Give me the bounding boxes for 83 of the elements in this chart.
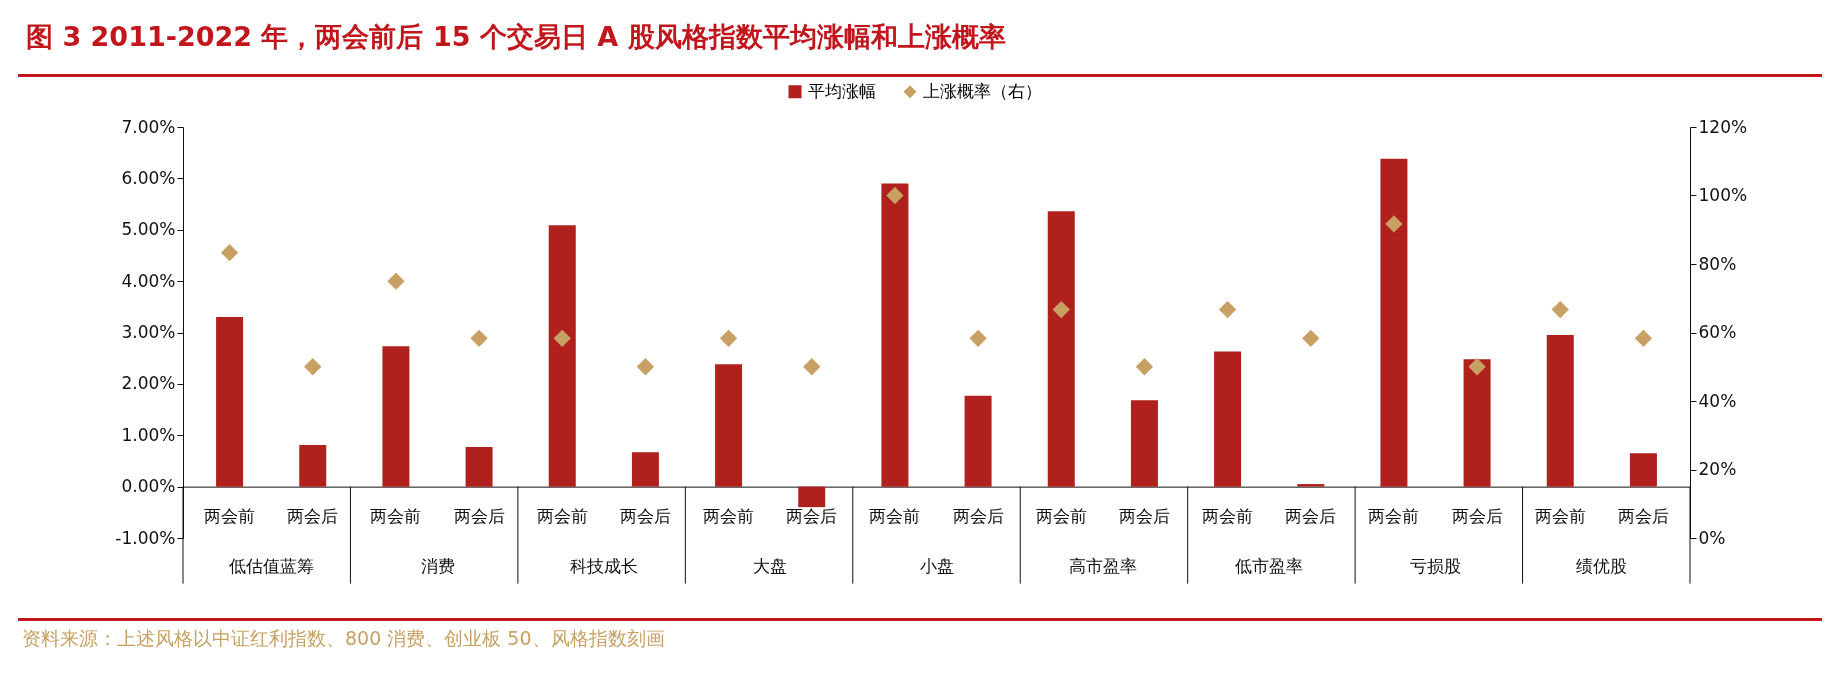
y-tick-label: 1.00% — [121, 424, 176, 445]
bar — [964, 395, 992, 487]
text: 小盘 — [919, 555, 954, 576]
bar — [1629, 453, 1657, 487]
text: 科技成长 — [569, 555, 638, 576]
bar — [1546, 335, 1574, 487]
legend-label: 平均涨幅 — [807, 80, 876, 101]
y2-tick-label: 100% — [1698, 185, 1748, 205]
text: 大盘 — [753, 555, 788, 576]
chart-title: 图 3 2011-2022 年，两会前后 15 个交易日 A 股风格指数平均涨幅和上涨概率 — [25, 20, 1007, 54]
text: 低市盈率 — [1235, 555, 1304, 576]
point — [719, 329, 738, 347]
x-tick-label: 两会后 — [619, 505, 671, 526]
bar — [548, 225, 576, 487]
x-tick-label: 两会后 — [1617, 505, 1669, 526]
point — [304, 358, 322, 376]
bar — [631, 452, 659, 487]
y-tick-label: -1.00% — [115, 527, 176, 548]
point — [1634, 329, 1653, 347]
y-tick-label: 3.00% — [121, 322, 176, 342]
point — [1385, 215, 1403, 233]
x-tick-label: 两会后 — [952, 505, 1004, 526]
y-tick-label: 5.00% — [121, 219, 176, 240]
point — [470, 329, 488, 347]
y2-tick-label: 120% — [1698, 116, 1748, 137]
text: 绩优股 — [1576, 555, 1628, 576]
bar — [299, 445, 327, 487]
x-tick-label: 两会后 — [786, 505, 838, 526]
y-tick-label: 4.00% — [121, 270, 176, 291]
text: 资料来源：上述风格以中证红利指数、800 消费、创业板 50、风格指数刻画 — [21, 626, 666, 651]
y2-tick-label: 20% — [1698, 459, 1737, 479]
point — [220, 244, 239, 262]
y2-tick-label: 60% — [1698, 322, 1737, 342]
point — [387, 272, 405, 290]
bar — [1380, 158, 1408, 487]
x-tick-label: 两会前 — [204, 505, 256, 526]
point — [1218, 300, 1237, 319]
x-tick-label: 两会前 — [370, 505, 422, 526]
point — [553, 329, 571, 347]
x-tick-label: 两会后 — [1451, 505, 1503, 526]
y2-tick-label: 80% — [1698, 253, 1737, 274]
y-tick-label: 7.00% — [121, 116, 176, 137]
bar — [1214, 351, 1242, 487]
bar — [1047, 211, 1075, 487]
bar — [1297, 484, 1325, 487]
x-tick-label: 两会前 — [1035, 505, 1087, 526]
x-tick-label: 两会后 — [1285, 505, 1337, 526]
point — [803, 358, 821, 376]
text: 亏损股 — [1410, 555, 1461, 576]
point — [886, 186, 904, 205]
point — [1551, 300, 1569, 319]
x-tick-label: 两会前 — [536, 505, 588, 526]
text: 低估值蓝筹 — [228, 555, 314, 576]
point — [636, 358, 655, 376]
x-tick-label: 两会前 — [869, 505, 921, 526]
y-tick-label: 6.00% — [121, 167, 176, 188]
x-tick-label: 两会前 — [1534, 505, 1586, 526]
x-tick-label: 两会后 — [453, 505, 505, 526]
y-tick-label: 2.00% — [121, 373, 176, 394]
legend-label: 上涨概率（右） — [922, 80, 1042, 101]
x-tick-label: 两会前 — [1202, 505, 1254, 526]
point — [1302, 329, 1320, 347]
x-tick-label: 两会前 — [1368, 505, 1420, 526]
x-tick-label: 两会后 — [287, 505, 339, 526]
text: 高市盈率 — [1068, 555, 1137, 576]
bar — [881, 183, 909, 487]
point — [1135, 358, 1154, 376]
y2-tick-label: 0% — [1698, 527, 1726, 548]
point — [1052, 300, 1070, 319]
bar — [1130, 400, 1158, 487]
y2-tick-label: 40% — [1698, 390, 1737, 411]
bar — [465, 447, 493, 487]
point — [969, 329, 987, 347]
bar — [715, 364, 743, 487]
x-tick-label: 两会前 — [703, 505, 755, 526]
text: 消费 — [420, 555, 455, 576]
bar — [216, 317, 244, 487]
point — [1468, 358, 1486, 376]
y-tick-label: 0.00% — [121, 476, 176, 497]
bar — [798, 486, 826, 508]
bar — [382, 346, 410, 487]
bar — [1463, 359, 1491, 487]
x-tick-label: 两会后 — [1118, 505, 1170, 526]
